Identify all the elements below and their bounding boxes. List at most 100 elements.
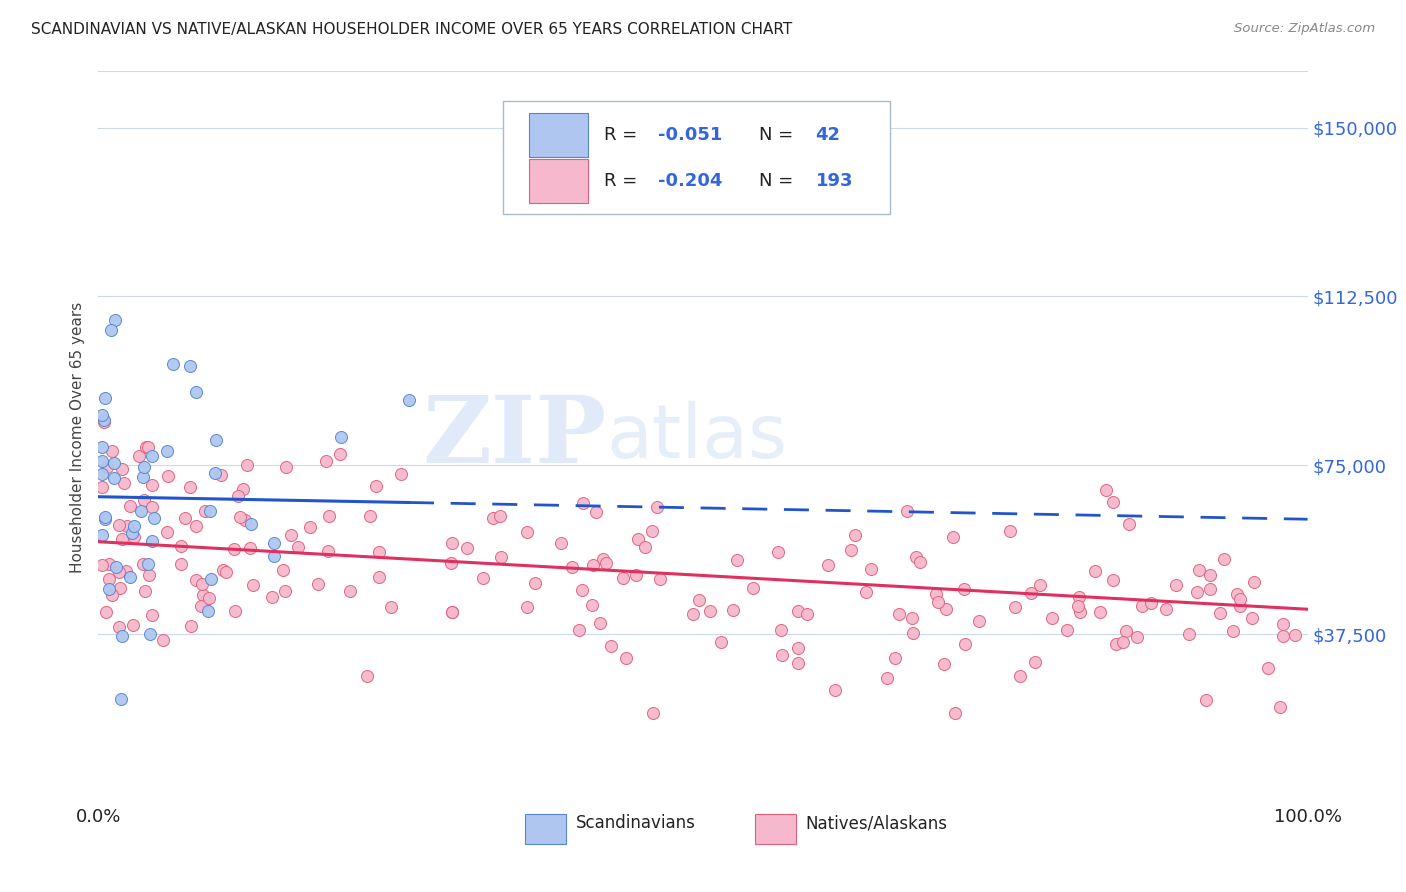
Point: [152, 633, 174, 648]
Point: [115, 518, 138, 533]
Point: [471, 571, 494, 585]
Point: [1188, 563, 1211, 577]
Point: [132, 470, 155, 484]
Text: -0.204: -0.204: [658, 172, 723, 190]
Point: [215, 565, 238, 579]
Point: [1195, 693, 1218, 707]
Point: [316, 544, 339, 558]
Point: [1126, 630, 1149, 644]
Point: [523, 576, 546, 591]
Point: [440, 536, 463, 550]
Text: Natives/Alaskans: Natives/Alaskans: [806, 814, 948, 832]
Point: [884, 650, 907, 665]
Point: [193, 587, 215, 601]
Point: [1271, 630, 1294, 644]
Point: [1008, 669, 1031, 683]
Point: [1021, 586, 1043, 600]
Point: [1101, 495, 1123, 509]
Point: [1199, 582, 1222, 597]
Point: [561, 560, 583, 574]
Point: [103, 456, 125, 470]
Point: [103, 470, 125, 484]
Point: [1069, 605, 1091, 619]
Point: [1111, 635, 1133, 649]
Point: [91, 527, 114, 541]
Point: [1088, 605, 1111, 619]
Point: [770, 648, 793, 662]
Point: [901, 625, 924, 640]
Point: [860, 562, 883, 576]
Text: R =: R =: [603, 126, 643, 144]
Point: [1271, 617, 1294, 632]
Point: [441, 605, 464, 619]
FancyBboxPatch shape: [503, 101, 890, 214]
Point: [141, 533, 163, 548]
Point: [242, 578, 264, 592]
Point: [329, 447, 352, 461]
Point: [197, 591, 219, 605]
Point: [1198, 568, 1220, 582]
Point: [571, 582, 593, 597]
Point: [440, 556, 463, 570]
Point: [600, 639, 623, 653]
Point: [1094, 483, 1116, 497]
Point: [710, 635, 733, 649]
Point: [194, 504, 217, 518]
Point: [1226, 587, 1249, 601]
Point: [229, 510, 252, 524]
Point: [641, 524, 664, 539]
Point: [1066, 599, 1088, 613]
Point: [624, 568, 647, 582]
Point: [1284, 628, 1306, 642]
Point: [111, 533, 134, 547]
Point: [927, 595, 949, 609]
Point: [197, 604, 219, 618]
Point: [262, 591, 284, 605]
Point: [855, 584, 877, 599]
Point: [367, 544, 389, 558]
Point: [105, 560, 128, 574]
Point: [132, 460, 155, 475]
Point: [1115, 624, 1137, 639]
Point: [263, 536, 285, 550]
Point: [121, 618, 143, 632]
Point: [142, 510, 165, 524]
Text: SCANDINAVIAN VS NATIVE/ALASKAN HOUSEHOLDER INCOME OVER 65 YEARS CORRELATION CHAR: SCANDINAVIAN VS NATIVE/ALASKAN HOUSEHOLD…: [31, 22, 792, 37]
Point: [1209, 607, 1232, 621]
Point: [824, 683, 846, 698]
Point: [107, 565, 129, 579]
Point: [1185, 585, 1208, 599]
Point: [592, 552, 614, 566]
Point: [280, 528, 302, 542]
Point: [93, 415, 115, 429]
Point: [98, 557, 121, 571]
Point: [572, 496, 595, 510]
Point: [179, 480, 201, 494]
Point: [91, 467, 114, 481]
Point: [232, 482, 254, 496]
Point: [516, 525, 538, 540]
Point: [953, 637, 976, 651]
Point: [389, 467, 412, 482]
Point: [174, 511, 197, 525]
Point: [904, 550, 927, 565]
Point: [209, 467, 232, 482]
Point: [932, 657, 955, 671]
Point: [1028, 578, 1050, 592]
Point: [222, 541, 245, 556]
Point: [94, 391, 117, 405]
Point: [141, 500, 163, 514]
Point: [366, 479, 388, 493]
Text: 42: 42: [815, 126, 841, 144]
Point: [766, 545, 789, 559]
Text: atlas: atlas: [606, 401, 787, 474]
Point: [688, 593, 710, 607]
FancyBboxPatch shape: [526, 814, 567, 845]
Point: [648, 573, 671, 587]
Point: [107, 518, 129, 533]
Point: [633, 540, 655, 554]
Point: [108, 620, 131, 634]
Text: N =: N =: [759, 126, 799, 144]
Point: [91, 454, 114, 468]
Point: [156, 524, 179, 539]
